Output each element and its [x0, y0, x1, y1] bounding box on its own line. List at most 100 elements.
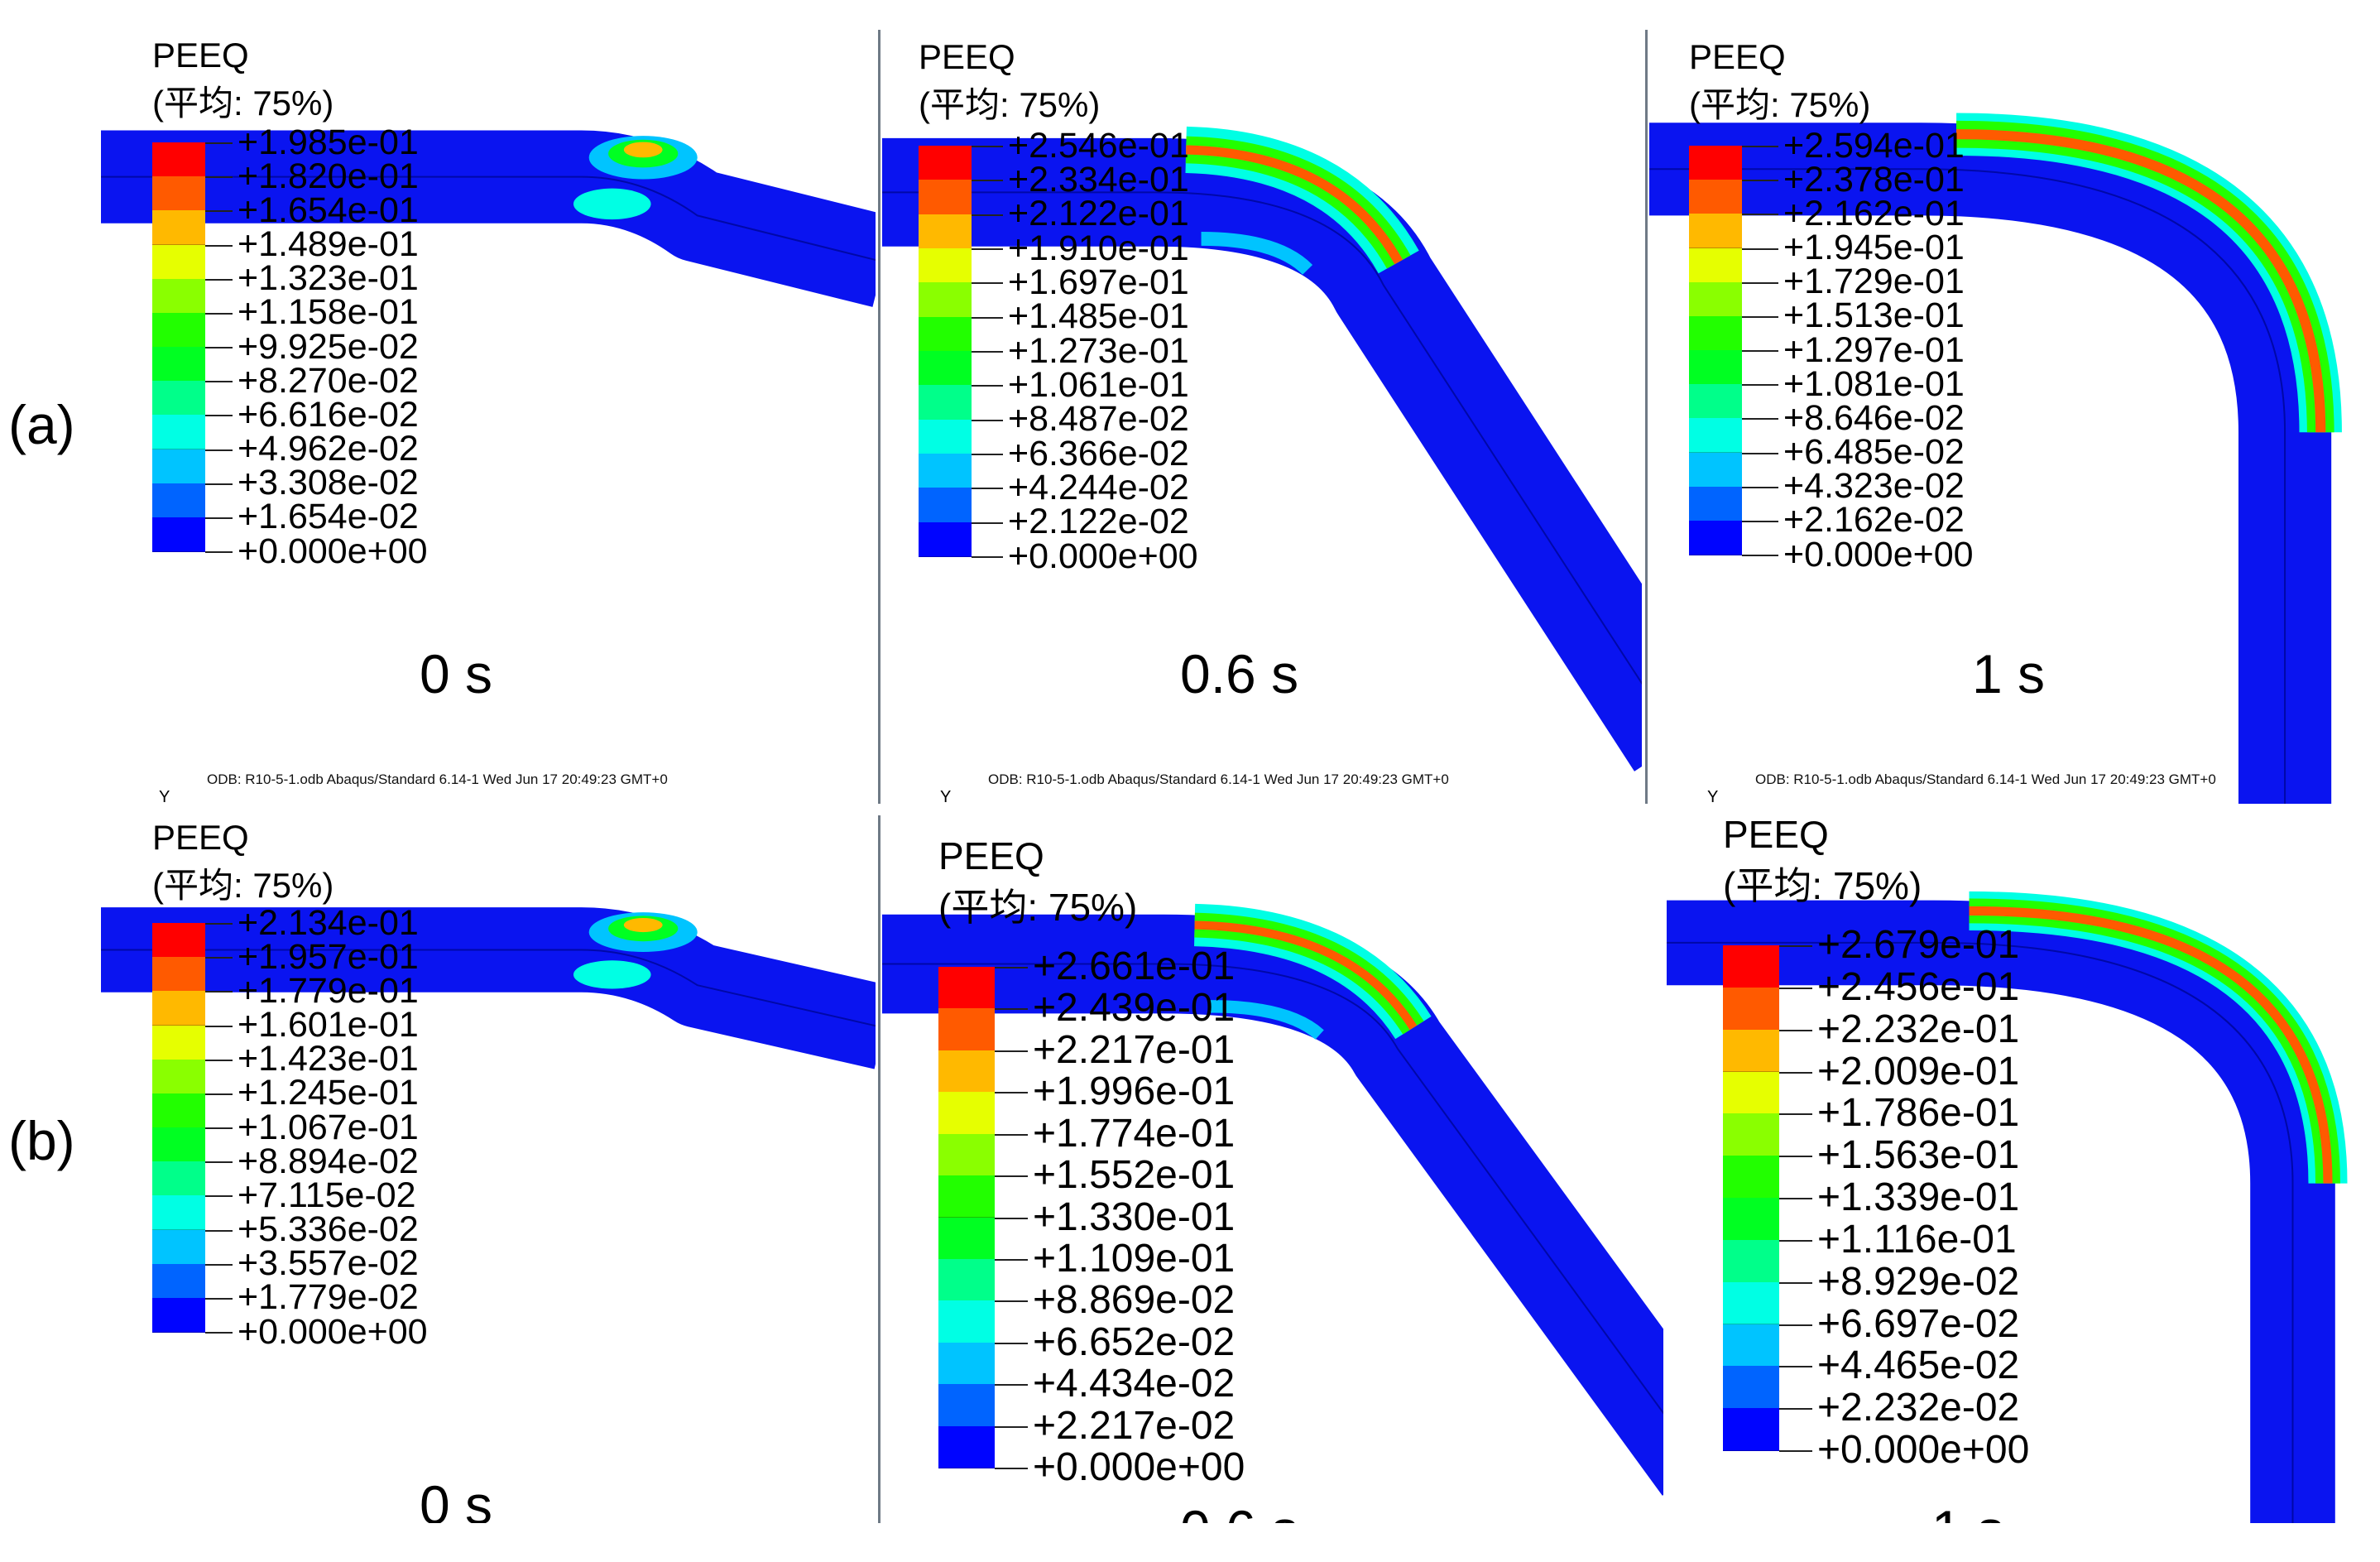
legend-tick [972, 521, 1003, 524]
legend-value: +8.894e-02 [238, 1141, 419, 1181]
legend-tick [972, 180, 1003, 182]
color-swatch [938, 1217, 995, 1260]
color-swatch [1723, 945, 1779, 988]
legend-value: +2.134e-01 [238, 902, 419, 943]
contour-panel: PEEQ (平均: 75%) +2.679e-01 +2.456e-01 +2.232e… [1667, 815, 2370, 1523]
color-bar [152, 923, 205, 1333]
legend-value: +1.297e-01 [1783, 329, 1965, 370]
legend-tick [205, 1127, 233, 1129]
legend-subtitle: (平均: 75%) [152, 866, 334, 905]
legend-value: +0.000e+00 [1033, 1445, 1245, 1489]
pipe-bend-plot [882, 126, 1642, 771]
legend-tick [972, 454, 1003, 455]
legend-value: +1.067e-01 [238, 1107, 419, 1147]
color-swatch [919, 351, 972, 387]
contour-panel: PEEQ (平均: 75%) +2.661e-01 +2.439e-01 +2.217e… [882, 815, 1663, 1523]
legend-tick [1742, 520, 1778, 522]
legend-tick [995, 1300, 1028, 1303]
legend-tick [1779, 1071, 1812, 1074]
legend-tick [995, 1384, 1028, 1387]
legend-value: +4.244e-02 [1008, 467, 1189, 507]
color-swatch [919, 248, 972, 284]
color-swatch [1689, 180, 1742, 215]
axis-label-y: Y [1707, 788, 1719, 804]
legend-subtitle: (平均: 75%) [152, 84, 334, 123]
legend-value: +2.439e-01 [1033, 986, 1236, 1031]
legend-tick [995, 1468, 1028, 1469]
pipe-model [1667, 891, 2348, 1523]
legend-tick [205, 449, 233, 451]
color-swatch [938, 967, 995, 1010]
legend-value: +0.000e+00 [1783, 534, 1974, 574]
legend-tick [205, 551, 233, 553]
legend-tick [995, 1217, 1028, 1219]
color-bar [1723, 945, 1779, 1451]
color-swatch [152, 1059, 205, 1094]
legend-title: PEEQ [919, 37, 1015, 76]
color-swatch [938, 1050, 995, 1093]
legend-value: +1.945e-01 [1783, 228, 1965, 267]
legend-tick [1742, 248, 1778, 250]
pipe-model [101, 907, 876, 1069]
legend-tick [995, 1425, 1028, 1428]
legend-value: +1.116e-01 [1817, 1217, 2017, 1262]
color-swatch [152, 1229, 205, 1265]
legend-value: +3.308e-02 [238, 463, 419, 503]
legend-tick [972, 214, 1003, 216]
color-swatch [152, 1093, 205, 1128]
legend-tick [205, 381, 233, 383]
legend-value: +4.323e-02 [1783, 466, 1965, 507]
legend-tick [972, 385, 1003, 387]
legend-value: +1.423e-01 [238, 1039, 419, 1079]
legend-tick [1779, 1239, 1812, 1242]
color-swatch [919, 488, 972, 523]
color-swatch [152, 517, 205, 552]
color-swatch [919, 146, 972, 181]
legend-tick [1742, 281, 1778, 284]
legend-value: +2.122e-02 [1008, 502, 1189, 542]
color-swatch [919, 316, 972, 352]
legend-tick [205, 278, 233, 281]
legend-tick [1742, 384, 1778, 387]
legend-value: +1.779e-02 [238, 1277, 419, 1318]
legend-value: +2.217e-02 [1033, 1403, 1236, 1448]
color-swatch [938, 1384, 995, 1427]
legend-value: +7.115e-02 [238, 1175, 416, 1215]
pipe-model [101, 130, 876, 307]
color-swatch [1689, 486, 1742, 521]
legend-title: PEEQ [152, 36, 249, 74]
color-swatch [1723, 987, 1779, 1031]
time-label: 0 s [420, 1474, 493, 1523]
legend-tick [205, 142, 233, 144]
legend-tick [205, 176, 233, 179]
legend-tick [972, 351, 1003, 353]
pipe-bend-plot [1667, 891, 2348, 1523]
legend-tick [995, 1008, 1028, 1011]
legend-tick [972, 488, 1003, 490]
contour-legend: PEEQ (平均: 75%) +2.594e-01 +2.378e-01 +2.162e… [1649, 30, 2363, 804]
color-swatch [152, 1263, 205, 1299]
color-swatch [938, 1092, 995, 1135]
color-bar [919, 146, 972, 557]
pipe-bend-plot [882, 903, 1663, 1496]
color-swatch [152, 483, 205, 518]
color-swatch [919, 454, 972, 489]
color-swatch [1723, 1281, 1779, 1325]
legend-value: +1.563e-01 [1817, 1133, 2020, 1178]
color-swatch [152, 244, 205, 280]
legend-tick [1779, 1366, 1812, 1368]
legend-tick [1779, 1198, 1812, 1199]
time-label: 1 s [1972, 643, 2046, 704]
color-swatch [1689, 418, 1742, 454]
legend-tick [1742, 452, 1778, 454]
legend-value: +2.334e-01 [1008, 159, 1189, 199]
axis-label-y: Y [940, 788, 952, 804]
legend-value: +0.000e+00 [1817, 1428, 2030, 1472]
legend-value: +1.820e-01 [238, 156, 419, 196]
legend-tick [205, 1059, 233, 1061]
legend-value: +1.654e-01 [238, 190, 419, 230]
legend-tick [1742, 180, 1778, 182]
color-swatch [938, 1008, 995, 1051]
legend-tick [995, 1092, 1028, 1094]
legend-value: +1.081e-01 [1783, 363, 1965, 404]
